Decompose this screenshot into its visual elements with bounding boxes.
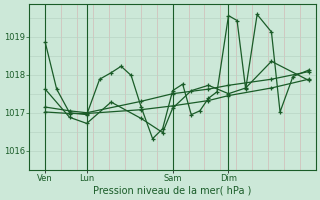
X-axis label: Pression niveau de la mer( hPa ): Pression niveau de la mer( hPa ) — [93, 186, 252, 196]
